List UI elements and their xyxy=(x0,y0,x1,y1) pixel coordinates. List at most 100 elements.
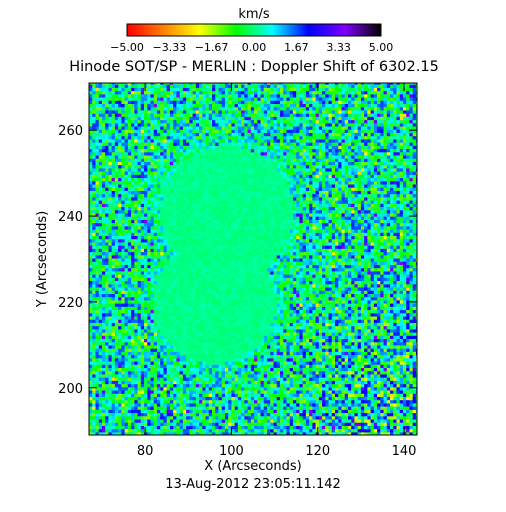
heatmap-cell xyxy=(186,406,190,410)
heatmap-cell xyxy=(360,422,365,426)
heatmap-cell xyxy=(137,431,142,435)
heatmap-cell xyxy=(124,431,129,435)
heatmap-cell xyxy=(347,402,352,407)
heatmap-cell xyxy=(131,428,135,433)
heatmap-cell xyxy=(166,406,171,410)
heatmap-cell xyxy=(111,418,116,423)
heatmap-cell xyxy=(205,415,210,420)
heatmap-cell xyxy=(205,396,210,401)
heatmap-cell xyxy=(212,402,216,407)
heatmap-cell xyxy=(114,418,119,423)
heatmap-cell xyxy=(286,409,291,414)
heatmap-cell xyxy=(383,422,388,426)
heatmap-cell xyxy=(215,412,220,417)
heatmap-cell xyxy=(263,399,268,404)
heatmap-cell xyxy=(101,431,106,435)
heatmap-cell xyxy=(402,431,407,435)
heatmap-cell xyxy=(101,399,106,404)
heatmap-cell xyxy=(399,402,404,407)
heatmap-cell xyxy=(208,396,213,401)
heatmap-cell xyxy=(257,399,262,404)
heatmap-cell xyxy=(283,406,288,410)
heatmap-cell xyxy=(118,415,122,420)
heatmap-cell xyxy=(169,412,174,417)
heatmap-cell xyxy=(390,402,394,407)
heatmap-cell xyxy=(370,406,375,410)
heatmap-cell xyxy=(127,399,132,404)
heatmap-cell xyxy=(89,409,93,414)
heatmap-cell xyxy=(153,412,158,417)
heatmap-cell xyxy=(322,396,326,401)
heatmap-cell xyxy=(357,412,362,417)
heatmap-cell xyxy=(279,428,284,433)
heatmap-cell xyxy=(195,409,200,414)
heatmap-cell xyxy=(118,418,122,423)
heatmap-cell xyxy=(101,415,106,420)
heatmap-cell xyxy=(218,431,223,435)
heatmap-cell xyxy=(283,415,288,420)
heatmap-cell xyxy=(176,412,181,417)
heatmap-cell xyxy=(347,431,352,435)
heatmap-cell xyxy=(276,431,281,435)
heatmap-cell xyxy=(179,415,184,420)
heatmap-cell xyxy=(257,402,262,407)
heatmap-cell xyxy=(189,412,194,417)
heatmap-cell xyxy=(273,431,278,435)
heatmap-cell xyxy=(108,412,113,417)
heatmap-cell xyxy=(370,399,375,404)
heatmap-cell xyxy=(111,428,116,433)
heatmap-cell xyxy=(276,409,281,414)
heatmap-cell xyxy=(121,396,126,401)
heatmap-cell xyxy=(228,412,233,417)
heatmap-cell xyxy=(373,431,378,435)
heatmap-cell xyxy=(234,396,239,401)
heatmap-cell xyxy=(315,409,320,414)
heatmap-cell xyxy=(328,418,333,423)
heatmap-cell xyxy=(89,396,93,401)
heatmap-cell xyxy=(199,431,203,435)
heatmap-cell xyxy=(344,409,349,414)
heatmap-cell xyxy=(289,396,294,401)
heatmap-cell xyxy=(302,409,307,414)
heatmap-cell xyxy=(390,418,394,423)
heatmap-cell xyxy=(360,415,365,420)
heatmap-cell xyxy=(296,428,300,433)
heatmap-cell xyxy=(247,418,252,423)
heatmap-cell xyxy=(351,425,356,430)
heatmap-cell xyxy=(331,415,336,420)
heatmap-cell xyxy=(105,402,110,407)
heatmap-cell xyxy=(153,422,158,426)
heatmap-cell xyxy=(182,409,187,414)
heatmap-cell xyxy=(338,409,343,414)
heatmap-cell xyxy=(156,409,161,414)
heatmap-cell xyxy=(202,415,207,420)
heatmap-cell xyxy=(241,418,245,423)
heatmap-cell xyxy=(344,402,349,407)
heatmap-cell xyxy=(202,409,207,414)
heatmap-cell xyxy=(105,425,110,430)
heatmap-cell xyxy=(383,402,388,407)
heatmap-cell xyxy=(137,402,142,407)
heatmap-cell xyxy=(276,406,281,410)
heatmap-cell xyxy=(231,412,236,417)
heatmap-cell xyxy=(399,396,404,401)
heatmap-cell xyxy=(228,425,233,430)
heatmap-cell xyxy=(254,422,258,426)
heatmap-cell xyxy=(377,418,381,423)
heatmap-cell xyxy=(163,402,168,407)
heatmap-cell xyxy=(173,418,177,423)
heatmap-cell xyxy=(412,412,417,417)
heatmap-cell xyxy=(169,415,174,420)
heatmap-cell xyxy=(234,428,239,433)
heatmap-cell xyxy=(199,425,203,430)
heatmap-cell xyxy=(144,425,148,430)
heatmap-cell xyxy=(212,428,216,433)
heatmap-cell xyxy=(140,396,145,401)
heatmap-cell xyxy=(108,422,113,426)
heatmap-cell xyxy=(299,402,304,407)
heatmap-cell xyxy=(289,422,294,426)
heatmap-cell xyxy=(331,402,336,407)
heatmap-cell xyxy=(318,399,323,404)
heatmap-cell xyxy=(354,406,359,410)
heatmap-cell xyxy=(89,418,93,423)
